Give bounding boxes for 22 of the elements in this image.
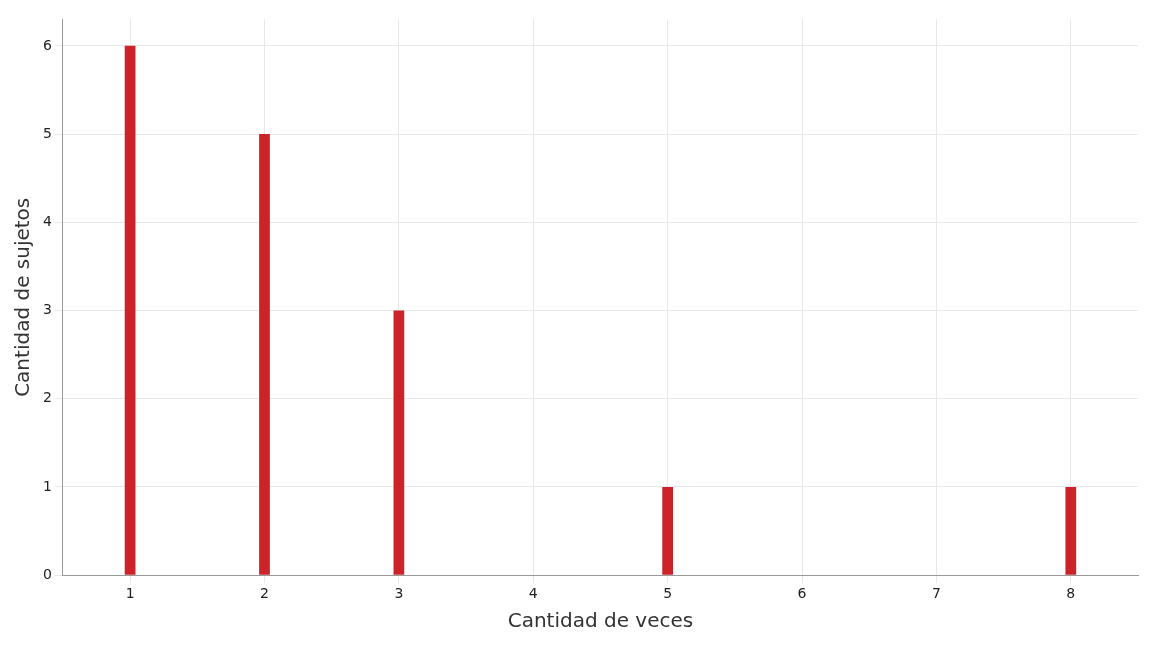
y-tick-label: 1 [42, 477, 52, 494]
x-tick-label: 4 [528, 585, 538, 602]
x-tick-label: 7 [931, 585, 941, 602]
bar [662, 486, 674, 575]
bar [393, 310, 405, 575]
y-tick-label: 4 [42, 212, 52, 229]
y-tick-label: 2 [42, 389, 52, 406]
x-tick-label: 6 [797, 585, 807, 602]
x-tick-label: 8 [1066, 585, 1076, 602]
y-tick-label: 3 [42, 301, 52, 318]
x-tick-label: 3 [394, 585, 404, 602]
x-tick-label: 1 [125, 585, 135, 602]
y-tick-label: 5 [42, 124, 52, 141]
bar [259, 134, 270, 575]
x-tick-label: 2 [260, 585, 269, 602]
x-tick-label: 5 [663, 585, 673, 602]
y-tick-label: 6 [42, 36, 52, 53]
bar [124, 45, 136, 575]
y-tick-label: 0 [42, 565, 52, 582]
bar [1065, 486, 1077, 575]
y-axis-title: Cantidad de sujetos [10, 197, 35, 397]
x-axis-title: Cantidad de veces [507, 608, 694, 633]
